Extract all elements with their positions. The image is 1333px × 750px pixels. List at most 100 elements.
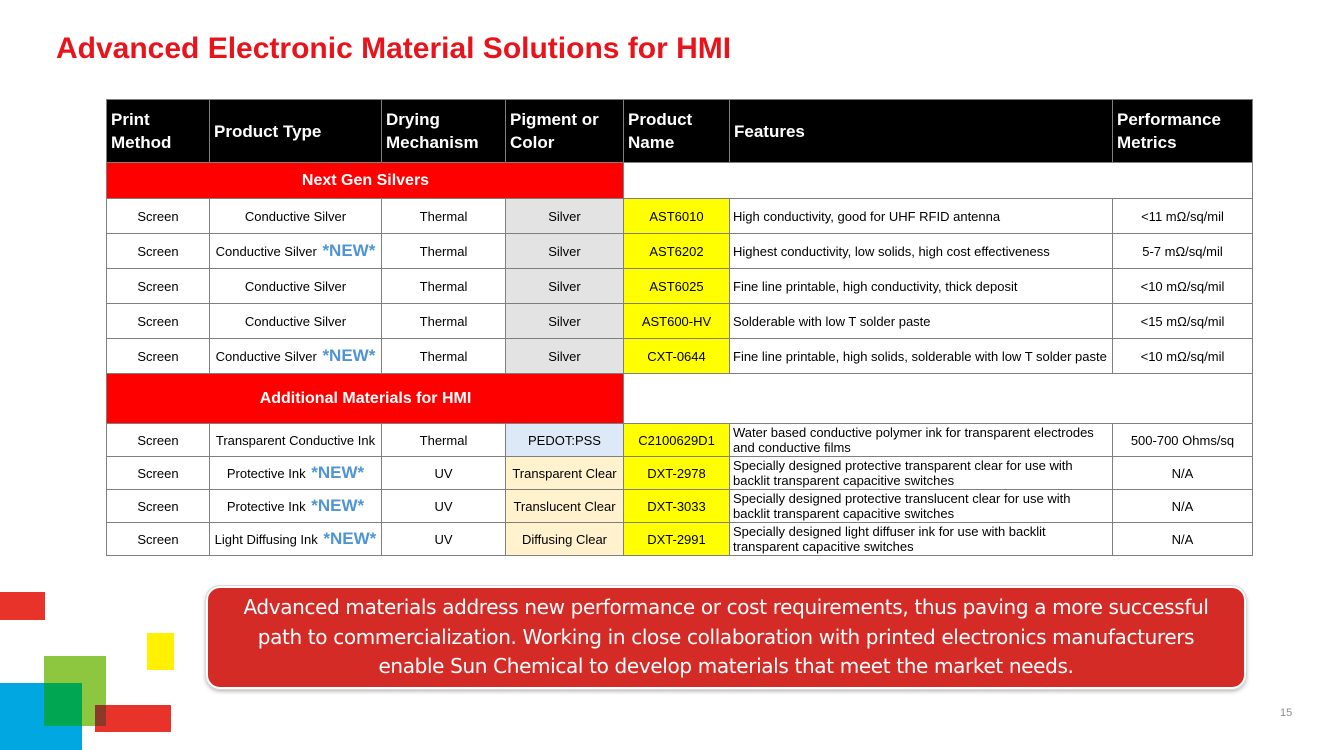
print-method-cell: Screen — [106, 456, 210, 490]
pigment-cell: Translucent Clear — [505, 489, 624, 523]
product-type-text: Conductive Silver — [244, 208, 347, 224]
callout-box: Advanced materials address new performan… — [205, 585, 1247, 690]
performance-metrics-cell: 5-7 mΩ/sq/mil — [1112, 233, 1253, 269]
print-method-cell: Screen — [106, 338, 210, 374]
header-drying-mechanism: Drying Mechanism — [381, 99, 506, 163]
product-type-text: Conductive Silver — [215, 349, 317, 364]
product-type-cell: Protective Ink *NEW* — [209, 456, 382, 490]
product-type-cell: Conductive Silver — [209, 198, 382, 234]
table-row: Screen Transparent Conductive Ink Thermal P… — [106, 423, 1253, 457]
table-row: Screen Conductive Silver *NEW* Thermal Silv… — [106, 338, 1253, 374]
pigment-cell: Transparent Clear — [505, 456, 624, 490]
product-type-text: Conductive Silver — [244, 278, 347, 294]
new-badge: *NEW* — [323, 529, 377, 548]
product-type-cell: Protective Ink *NEW* — [209, 489, 382, 523]
product-type-cell: Conductive Silver — [209, 268, 382, 304]
callout-text: Advanced materials address new performan… — [243, 595, 1209, 679]
table-row: Screen Light Diffusing Ink *NEW* UV Diffusi… — [106, 522, 1253, 556]
drying-mechanism-cell: UV — [381, 456, 506, 490]
product-table: Print Method Product Type Drying Mechani… — [106, 99, 1253, 556]
pigment-cell: Diffusing Clear — [505, 522, 624, 556]
product-type-cell: Conductive Silver — [209, 303, 382, 339]
product-type-cell: Conductive Silver *NEW* — [209, 338, 382, 374]
table-row: Screen Conductive Silver *NEW* Thermal Silv… — [106, 233, 1253, 269]
product-name-cell: C2100629D1 — [623, 423, 730, 457]
product-name-cell: AST6025 — [623, 268, 730, 304]
product-name-cell: DXT-3033 — [623, 489, 730, 523]
drying-mechanism-cell: Thermal — [381, 423, 506, 457]
performance-metrics-cell: <15 mΩ/sq/mil — [1112, 303, 1253, 339]
section-header: Next Gen Silvers — [106, 162, 624, 199]
product-type-text: Light Diffusing Ink — [214, 532, 318, 547]
features-cell: Water based conductive polymer ink for t… — [729, 423, 1113, 457]
header-pigment: Pigment or Color — [505, 99, 624, 163]
new-badge: *NEW* — [311, 463, 365, 482]
product-name-cell: DXT-2991 — [623, 522, 730, 556]
print-method-cell: Screen — [106, 303, 210, 339]
features-cell: Specially designed light diffuser ink fo… — [729, 522, 1113, 556]
print-method-cell: Screen — [106, 489, 210, 523]
product-name-cell: CXT-0644 — [623, 338, 730, 374]
pigment-cell: Silver — [505, 303, 624, 339]
drying-mechanism-cell: UV — [381, 522, 506, 556]
product-type-text: Conductive Silver — [244, 313, 347, 329]
performance-metrics-cell: N/A — [1112, 522, 1253, 556]
product-name-cell: AST600-HV — [623, 303, 730, 339]
print-method-cell: Screen — [106, 233, 210, 269]
features-cell: Highest conductivity, low solids, high c… — [729, 233, 1113, 269]
product-name-cell: AST6010 — [623, 198, 730, 234]
table-row: Screen Protective Ink *NEW* UV Transparent … — [106, 456, 1253, 490]
header-print-method: Print Method — [106, 99, 210, 163]
table-row: Screen Conductive Silver Thermal Silver AST6… — [106, 198, 1253, 234]
section-header-spacer — [623, 373, 1253, 424]
print-method-cell: Screen — [106, 423, 210, 457]
drying-mechanism-cell: UV — [381, 489, 506, 523]
deco-square-red-top — [0, 592, 45, 620]
features-cell: Specially designed protective translucen… — [729, 489, 1113, 523]
drying-mechanism-cell: Thermal — [381, 268, 506, 304]
features-cell: High conductivity, good for UHF RFID ant… — [729, 198, 1113, 234]
features-cell: Fine line printable, high solids, solder… — [729, 338, 1113, 374]
section-header-spacer — [623, 162, 1253, 199]
product-type-text: Protective Ink — [226, 466, 306, 481]
table-body: Next Gen Silvers Screen Conductive Silver T… — [106, 162, 1253, 556]
drying-mechanism-cell: Thermal — [381, 198, 506, 234]
deco-square-green-dark — [44, 683, 82, 726]
pigment-cell: Silver — [505, 268, 624, 304]
drying-mechanism-cell: Thermal — [381, 303, 506, 339]
deco-square-red-bottom — [95, 705, 171, 732]
drying-mechanism-cell: Thermal — [381, 338, 506, 374]
product-name-cell: DXT-2978 — [623, 456, 730, 490]
product-type-text: Protective Ink — [226, 499, 306, 514]
performance-metrics-cell: <10 mΩ/sq/mil — [1112, 268, 1253, 304]
deco-square-overlap — [95, 705, 106, 726]
product-type-cell: Conductive Silver *NEW* — [209, 233, 382, 269]
pigment-cell: Silver — [505, 338, 624, 374]
print-method-cell: Screen — [106, 268, 210, 304]
new-badge: *NEW* — [311, 496, 365, 515]
pigment-cell: PEDOT:PSS — [505, 423, 624, 457]
drying-mechanism-cell: Thermal — [381, 233, 506, 269]
performance-metrics-cell: N/A — [1112, 456, 1253, 490]
table-row: Screen Protective Ink *NEW* UV Translucent … — [106, 489, 1253, 523]
print-method-cell: Screen — [106, 198, 210, 234]
product-name-cell: AST6202 — [623, 233, 730, 269]
header-product-type: Product Type — [209, 99, 382, 163]
performance-metrics-cell: <10 mΩ/sq/mil — [1112, 338, 1253, 374]
table-row: Screen Conductive Silver Thermal Silver AST6… — [106, 303, 1253, 339]
print-method-cell: Screen — [106, 522, 210, 556]
header-features: Features — [729, 99, 1113, 163]
pigment-cell: Silver — [505, 233, 624, 269]
header-performance-metrics: Performance Metrics — [1112, 99, 1253, 163]
new-badge: *NEW* — [322, 346, 376, 365]
performance-metrics-cell: <11 mΩ/sq/mil — [1112, 198, 1253, 234]
product-type-text: Transparent Conductive Ink — [215, 432, 376, 448]
deco-square-yellow — [147, 633, 174, 670]
pigment-cell: Silver — [505, 198, 624, 234]
page-number: 15 — [1280, 707, 1293, 719]
product-type-cell: Transparent Conductive Ink — [209, 423, 382, 457]
table-row: Screen Conductive Silver Thermal Silver AST6… — [106, 268, 1253, 304]
new-badge: *NEW* — [322, 241, 376, 260]
product-type-cell: Light Diffusing Ink *NEW* — [209, 522, 382, 556]
section-header-row: Additional Materials for HMI — [106, 373, 1253, 424]
